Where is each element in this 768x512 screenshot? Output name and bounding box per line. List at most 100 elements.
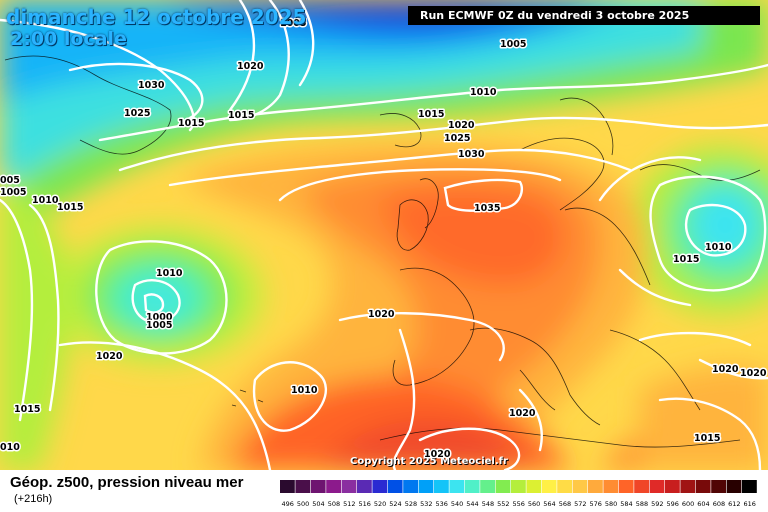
isobar-label: 1020 [448, 120, 475, 131]
color-scale-label: 532 [420, 500, 432, 508]
color-scale-label: 592 [651, 500, 663, 508]
color-scale-label: 576 [589, 500, 601, 508]
color-scale-swatch [403, 480, 418, 493]
color-scale-swatch [572, 480, 588, 493]
color-scale-swatch [557, 480, 572, 493]
color-scale-swatch [464, 480, 480, 493]
color-scale-swatch [726, 480, 742, 493]
isobar-label: 005 [0, 175, 20, 186]
isobar-label: 1015 [14, 404, 40, 415]
color-scale-label: 568 [559, 500, 571, 508]
isobar-label: 1030 [138, 80, 165, 91]
isobar-label: 1005 [500, 39, 526, 50]
color-scale-swatch [634, 480, 649, 493]
isobar-label: 1010 [705, 242, 732, 253]
isobar-label: 1010 [32, 195, 59, 206]
color-scale-swatch [695, 480, 711, 493]
color-scale-swatch [280, 480, 295, 493]
isobar-label: 1005 [280, 18, 306, 29]
model-run-info: Run ECMWF 0Z du vendredi 3 octobre 2025 [408, 6, 760, 25]
color-scale-label: 588 [636, 500, 648, 508]
color-scale-swatch [357, 480, 372, 493]
isobar-label: 1025 [124, 108, 150, 119]
isobar-label: 1005 [0, 187, 26, 198]
color-scale-label: 600 [682, 500, 694, 508]
color-scale-label: 524 [389, 500, 401, 508]
isobar-label: 1020 [237, 61, 264, 72]
forecast-hour: (+216h) [14, 493, 53, 505]
color-scale-swatch [326, 480, 341, 493]
color-scale-swatch [418, 480, 434, 493]
color-scale-label: 544 [466, 500, 478, 508]
color-scale-swatch [588, 480, 603, 493]
forecast-valid-time: dimanche 12 octobre 2025 2:00 locale [6, 6, 306, 50]
isobar-label: 1015 [418, 109, 444, 120]
isobar-label: 1010 [291, 385, 318, 396]
isobar-label: 1020 [712, 364, 739, 375]
color-scale-label: 572 [574, 500, 586, 508]
isobar-label: 1015 [228, 110, 254, 121]
color-scale-label: 536 [435, 500, 447, 508]
valid-date: dimanche 12 octobre 2025 [6, 5, 307, 29]
color-scale-label: 508 [328, 500, 340, 508]
color-scale-swatch [541, 480, 557, 493]
isobar-label: 1020 [509, 408, 536, 419]
isobar-label: 1010 [156, 268, 183, 279]
valid-local-time: 2:00 locale [10, 28, 127, 50]
weather-map: 1005 1005 1030 1020 1010 1025 1015 1015 … [0, 0, 768, 470]
color-scale-label: 512 [343, 500, 355, 508]
color-scale-label: 580 [605, 500, 617, 508]
isobar-label: 1015 [57, 202, 83, 213]
color-scale-label: 596 [666, 500, 678, 508]
isobar-label: 1020 [96, 351, 123, 362]
color-scale-swatch [372, 480, 388, 493]
color-scale-swatch [434, 480, 449, 493]
color-scale-swatch [711, 480, 726, 493]
color-scale-swatch [511, 480, 526, 493]
isobar-label: 010 [0, 442, 20, 453]
color-scale-label: 552 [497, 500, 509, 508]
color-scale: 496 500 504 508 512 516 520 524 528 532 536 540 544 5… [280, 480, 757, 508]
color-scale-label: 496 [281, 500, 293, 508]
color-scale-swatch [387, 480, 403, 493]
color-scale-label: 540 [451, 500, 463, 508]
color-scale-label: 612 [728, 500, 740, 508]
color-scale-label: 548 [482, 500, 494, 508]
isobar-label: 1005 [146, 320, 172, 331]
color-scale-swatch [618, 480, 634, 493]
color-scale-label: 564 [543, 500, 555, 508]
color-scale-label: 560 [528, 500, 540, 508]
color-scale-label: 584 [620, 500, 632, 508]
color-scale-swatch [495, 480, 511, 493]
isobar-label: 1035 [474, 203, 500, 214]
isobar-label: 1015 [694, 433, 720, 444]
geopotential-field [0, 0, 768, 470]
isobar-label: 1015 [178, 118, 204, 129]
isobar-label: 1025 [444, 133, 470, 144]
color-scale-label: 608 [713, 500, 725, 508]
color-scale-label: 556 [512, 500, 524, 508]
color-scale-swatch [341, 480, 357, 493]
color-scale-label: 504 [312, 500, 324, 508]
parameter-title: Géop. z500, pression niveau mer [10, 474, 244, 491]
color-scale-swatch [295, 480, 311, 493]
color-scale-swatch [480, 480, 495, 493]
isobar-label: 1020 [740, 368, 767, 379]
color-scale-swatch [742, 480, 757, 493]
color-scale-swatch [649, 480, 665, 493]
isobar-label: 1000 [146, 312, 173, 323]
color-scale-swatch [603, 480, 619, 493]
copyright-notice: Copyright 2025 Meteociel.fr [350, 456, 508, 467]
color-scale-swatch [665, 480, 680, 493]
isobar-label: 1010 [470, 87, 497, 98]
color-scale-swatch [310, 480, 326, 493]
color-scale-swatch [449, 480, 465, 493]
isobar-label: 1015 [673, 254, 699, 265]
coastlines [4, 55, 761, 448]
color-scale-label: 500 [297, 500, 309, 508]
color-scale-label: 528 [405, 500, 417, 508]
color-scale-swatch [526, 480, 542, 493]
isobar-label: 1020 [424, 449, 451, 460]
isobar-label: 1020 [368, 309, 395, 320]
color-scale-label: 604 [697, 500, 709, 508]
